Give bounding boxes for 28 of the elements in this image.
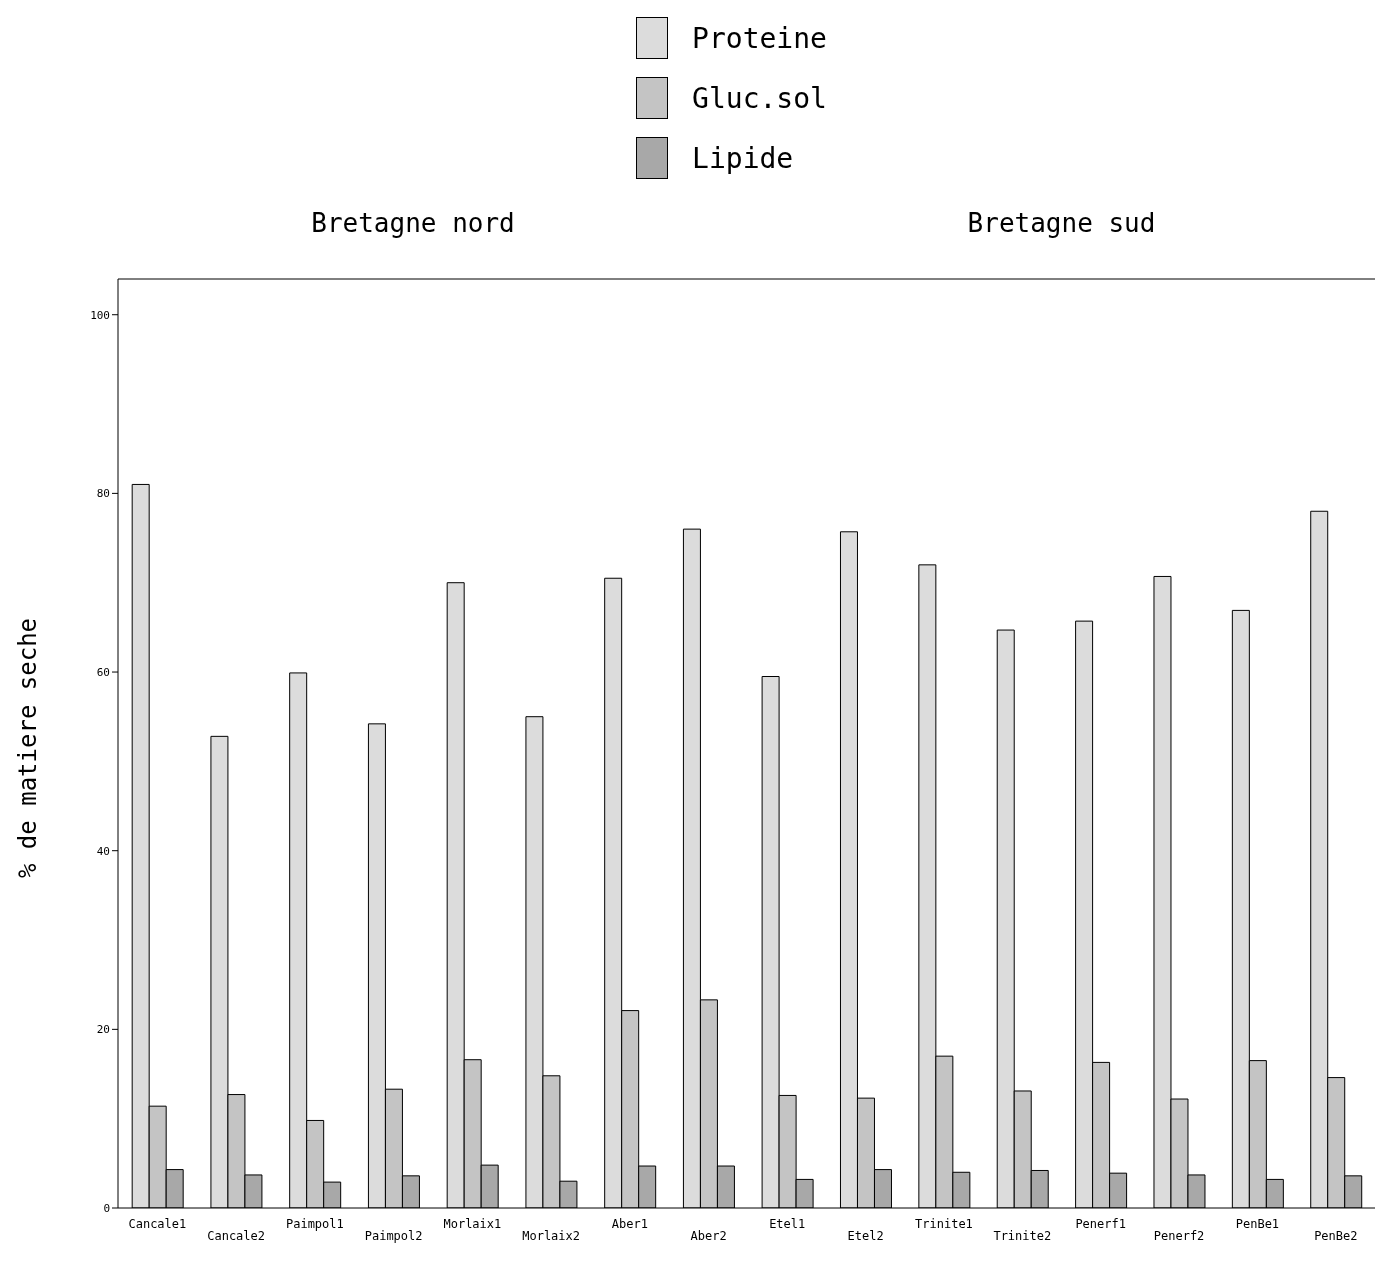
y-tick-label: 0: [103, 1201, 110, 1215]
x-tick-label: Cancale1: [128, 1217, 187, 1231]
x-tick-label: Trinite1: [915, 1217, 973, 1231]
x-tick-label: Aber1: [611, 1217, 648, 1231]
legend-label: Gluc.sol: [692, 81, 827, 115]
y-axis-title: % de matiere seche: [14, 617, 42, 879]
y-tick-label: 60: [96, 665, 110, 679]
x-tick-label: Cancale2: [207, 1229, 266, 1243]
x-tick-label: Etel1: [769, 1217, 806, 1231]
x-tick-label: Penerf1: [1075, 1217, 1126, 1231]
x-tick-label: Morlaix1: [443, 1217, 502, 1231]
y-tick-label: 40: [96, 844, 110, 858]
chart-title: Bretagne sud: [966, 208, 1157, 240]
legend-label: Proteine: [692, 21, 827, 55]
y-tick-label: 20: [96, 1023, 110, 1037]
x-tick-label: Aber2: [690, 1229, 727, 1243]
x-tick-label: Morlaix2: [522, 1229, 581, 1243]
x-tick-label: Etel2: [847, 1229, 884, 1243]
x-tick-label: PenBe1: [1235, 1217, 1280, 1231]
x-tick-label: PenBe2: [1314, 1229, 1358, 1243]
x-tick-label: Paimpol2: [364, 1229, 423, 1243]
x-tick-label: Paimpol1: [285, 1217, 344, 1231]
y-tick-label: 80: [96, 487, 110, 501]
x-tick-label: Penerf2: [1153, 1229, 1205, 1243]
chart-title: Bretagne nord: [310, 208, 516, 240]
x-tick-label: Trinite2: [993, 1229, 1052, 1243]
legend-label: Lipide: [692, 141, 794, 175]
y-tick-label: 100: [90, 308, 110, 322]
